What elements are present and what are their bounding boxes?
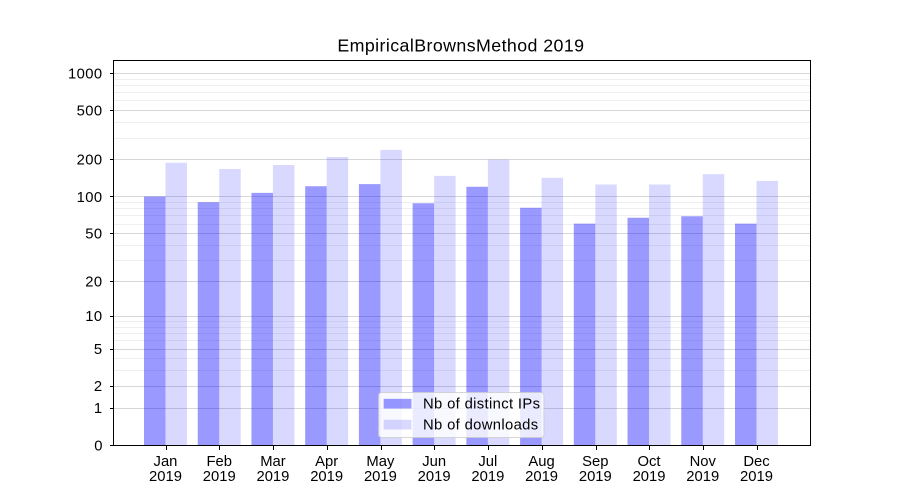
svg-text:50: 50 — [85, 227, 102, 243]
svg-text:2019: 2019 — [740, 469, 773, 485]
svg-text:Apr: Apr — [315, 454, 338, 470]
svg-text:2019: 2019 — [256, 469, 289, 485]
svg-text:Aug: Aug — [528, 454, 554, 470]
svg-text:2019: 2019 — [579, 469, 612, 485]
svg-text:2019: 2019 — [364, 469, 397, 485]
svg-text:Jun: Jun — [422, 454, 446, 470]
svg-text:May: May — [366, 454, 395, 470]
svg-text:200: 200 — [77, 153, 103, 169]
svg-text:2019: 2019 — [310, 469, 343, 485]
svg-text:2019: 2019 — [418, 469, 451, 485]
svg-text:10: 10 — [85, 309, 102, 325]
svg-text:2019: 2019 — [203, 469, 236, 485]
svg-text:Oct: Oct — [638, 454, 661, 470]
svg-text:2019: 2019 — [149, 469, 182, 485]
svg-text:2019: 2019 — [633, 469, 666, 485]
svg-text:500: 500 — [77, 104, 103, 120]
svg-text:20: 20 — [85, 274, 102, 290]
svg-text:Mar: Mar — [260, 454, 286, 470]
svg-text:100: 100 — [77, 190, 103, 206]
svg-text:5: 5 — [94, 342, 103, 358]
svg-text:Jan: Jan — [154, 454, 178, 470]
svg-text:1: 1 — [94, 401, 103, 417]
svg-text:2: 2 — [94, 379, 103, 395]
svg-text:Sep: Sep — [582, 454, 608, 470]
svg-text:Nb of distinct IPs: Nb of distinct IPs — [423, 397, 540, 413]
svg-text:0: 0 — [94, 438, 102, 454]
svg-text:Dec: Dec — [743, 454, 770, 470]
svg-text:EmpiricalBrownsMethod 2019: EmpiricalBrownsMethod 2019 — [337, 35, 584, 55]
svg-text:Nb of downloads: Nb of downloads — [423, 418, 538, 434]
svg-text:1000: 1000 — [68, 66, 103, 82]
svg-text:Jul: Jul — [478, 454, 497, 470]
svg-text:2019: 2019 — [471, 469, 504, 485]
svg-text:2019: 2019 — [686, 469, 719, 485]
svg-text:2019: 2019 — [525, 469, 558, 485]
svg-text:Feb: Feb — [206, 454, 232, 470]
svg-text:Nov: Nov — [690, 454, 717, 470]
